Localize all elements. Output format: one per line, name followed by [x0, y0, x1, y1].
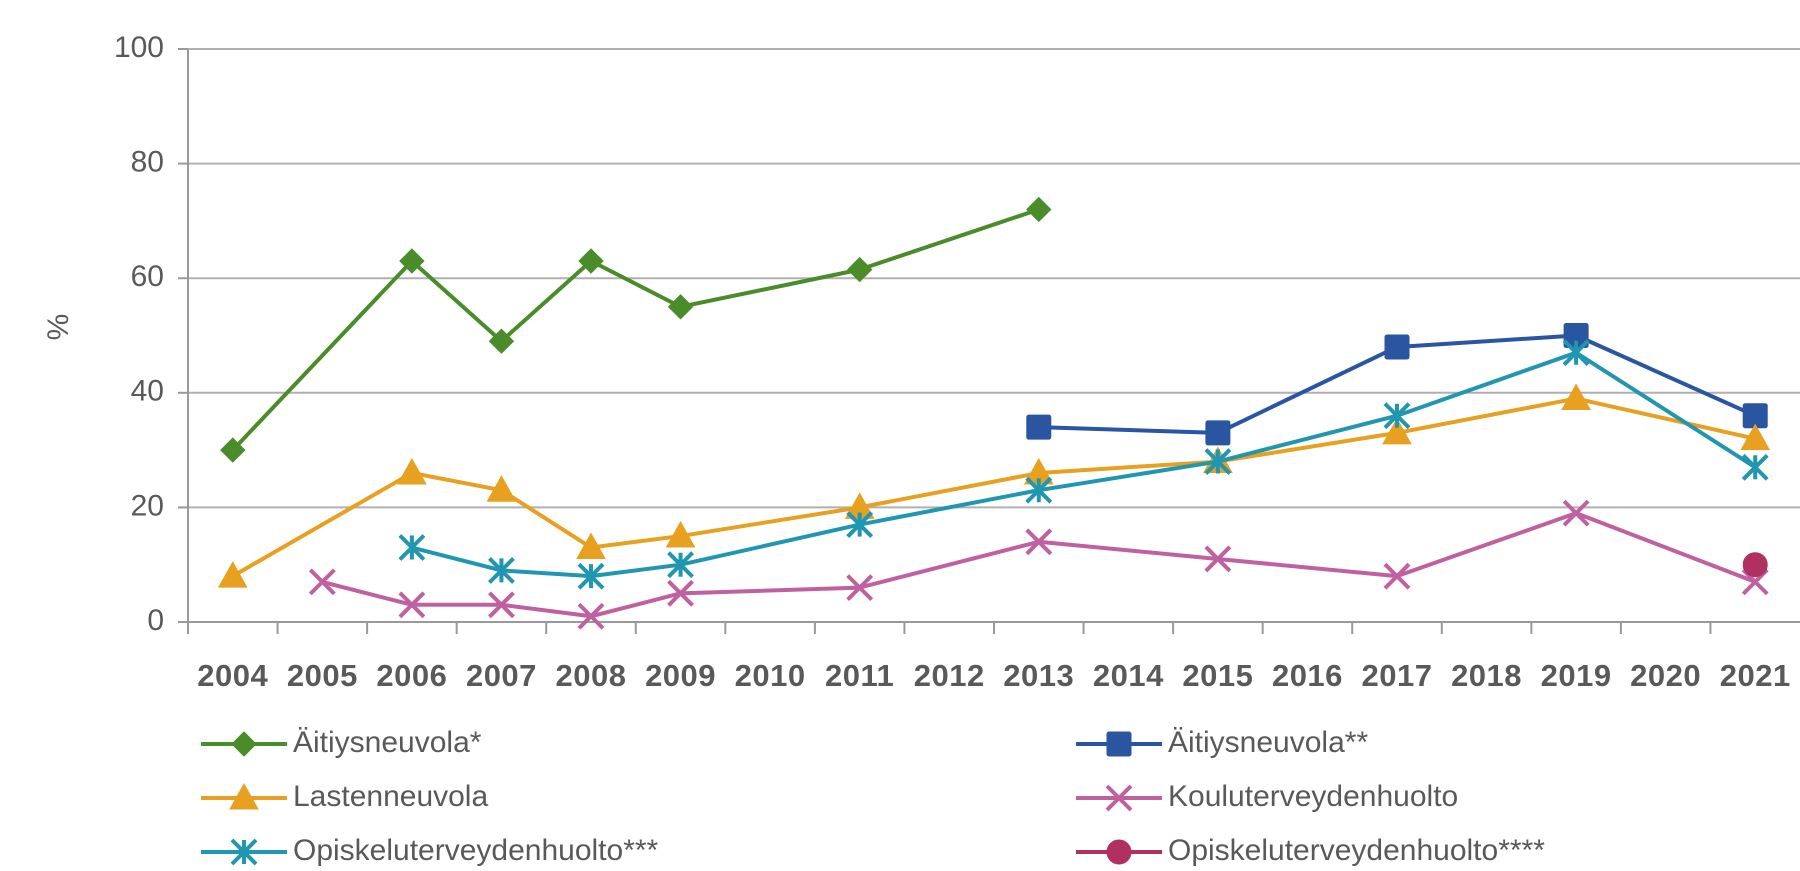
- legend-marker: [1106, 731, 1132, 757]
- data-point: [1026, 414, 1052, 440]
- legend-marker: [230, 838, 258, 866]
- x-tick-label: 2017: [1362, 658, 1433, 693]
- legend-label: Äitiysneuvola**: [1168, 726, 1368, 759]
- data-point: [220, 437, 246, 463]
- data-point: [399, 248, 425, 274]
- x-tick-label: 2012: [914, 658, 985, 693]
- legend-marker: [1105, 784, 1133, 812]
- x-tick-label: 2008: [556, 658, 627, 693]
- data-point: [577, 562, 605, 590]
- x-tick-label: 2011: [825, 658, 894, 693]
- x-tick-label: 2005: [287, 658, 358, 693]
- y-axis-label: %: [42, 314, 75, 341]
- data-point: [1205, 420, 1231, 446]
- data-point: [846, 511, 874, 539]
- data-point: [1204, 545, 1232, 573]
- legend-label: Opiskeluterveydenhuolto****: [1168, 834, 1545, 867]
- legend-item: Opiskeluterveydenhuolto****: [1076, 834, 1545, 867]
- data-point: [846, 574, 874, 602]
- legend-marker: [231, 731, 257, 757]
- data-point: [1741, 453, 1769, 481]
- legend-item: Opiskeluterveydenhuolto***: [201, 834, 659, 867]
- data-point: [1025, 476, 1053, 504]
- data-point: [846, 256, 873, 283]
- series-line: [231, 207, 1040, 452]
- data-point: [667, 551, 694, 579]
- data-point: [1382, 417, 1412, 445]
- data-point: [667, 579, 694, 607]
- x-tick-label: 2019: [1541, 658, 1612, 693]
- series-line: [411, 350, 1757, 579]
- data-point: [665, 521, 696, 548]
- x-tick-label: 2013: [1003, 658, 1074, 693]
- x-tick-label: 2020: [1630, 658, 1701, 693]
- series-line: [231, 396, 1756, 578]
- legend-item: Kouluterveydenhuolto: [1076, 780, 1458, 813]
- data-point: [1740, 423, 1771, 451]
- legend-item: Äitiysneuvola**: [1076, 726, 1368, 759]
- data-point: [1383, 562, 1411, 590]
- y-tick-label: 20: [131, 489, 164, 522]
- x-tick-label: 2021: [1720, 658, 1791, 693]
- series-line: [321, 511, 1756, 619]
- data-point: [486, 475, 517, 502]
- x-tick-label: 2007: [466, 658, 537, 693]
- x-tick-label: 2015: [1182, 658, 1253, 693]
- y-tick-label: 80: [131, 146, 164, 179]
- data-point: [667, 294, 694, 320]
- data-point: [1384, 334, 1410, 360]
- data-point: [1742, 552, 1768, 578]
- data-point: [308, 568, 336, 596]
- y-tick-label: 60: [131, 260, 164, 293]
- data-point: [1562, 339, 1590, 367]
- legend-item: Lastenneuvola: [201, 780, 488, 813]
- x-tick-label: 2009: [645, 658, 716, 693]
- x-tick-label: 2010: [735, 658, 806, 693]
- x-tick-label: 2018: [1451, 658, 1522, 693]
- data-point: [577, 602, 605, 630]
- data-point: [217, 561, 248, 588]
- data-point: [578, 248, 604, 274]
- data-point: [398, 534, 426, 561]
- x-tick-label: 2004: [197, 658, 268, 693]
- y-tick-label: 100: [114, 31, 164, 64]
- x-tick-label: 2006: [376, 658, 447, 693]
- data-point: [397, 457, 427, 485]
- legend-label: Lastenneuvola: [293, 780, 488, 813]
- legend-label: Äitiysneuvola*: [293, 726, 482, 759]
- legend-label: Kouluterveydenhuolto: [1168, 780, 1458, 813]
- data-point: [488, 328, 515, 354]
- data-point: [488, 591, 515, 619]
- x-tick-label: 2016: [1272, 658, 1343, 693]
- data-point: [1562, 499, 1590, 527]
- data-point: [1561, 383, 1591, 411]
- data-point: [1026, 196, 1052, 223]
- data-point: [1383, 402, 1411, 430]
- data-point: [576, 532, 606, 560]
- y-tick-label: 40: [131, 375, 164, 408]
- legend-label: Opiskeluterveydenhuolto***: [293, 834, 659, 867]
- x-tick-label: 2014: [1093, 658, 1164, 693]
- legend-item: Äitiysneuvola*: [201, 726, 482, 759]
- data-point: [1204, 448, 1232, 475]
- data-point: [398, 591, 426, 619]
- legend-marker: [1106, 839, 1132, 865]
- data-point: [488, 557, 515, 584]
- y-tick-label: 0: [147, 604, 164, 637]
- data-point: [1025, 528, 1053, 556]
- legend-marker: [229, 782, 259, 810]
